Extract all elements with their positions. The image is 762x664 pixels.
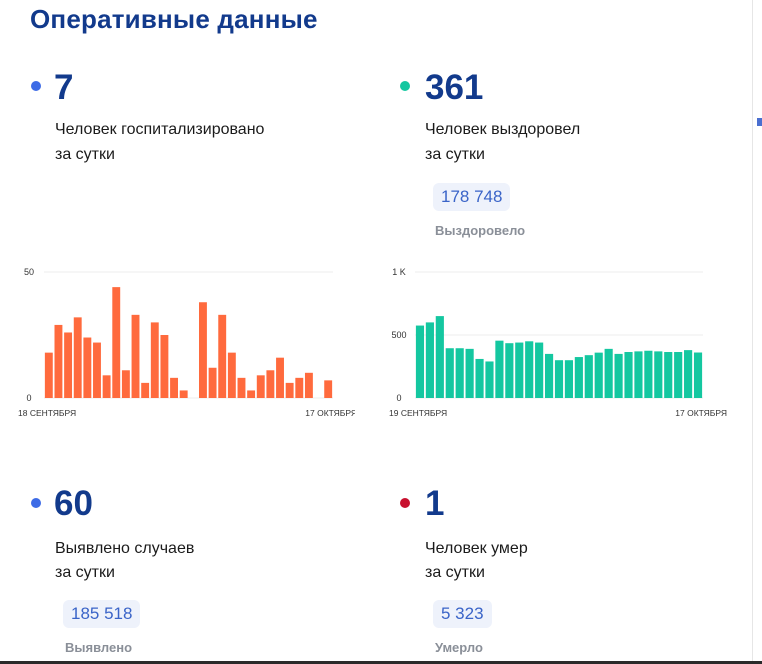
recov-chart-bar[interactable] (435, 316, 444, 398)
deaths-dot (400, 498, 410, 508)
hospitalized-label-line2: за сутки (55, 146, 115, 163)
recov-chart-bar[interactable] (554, 360, 564, 398)
deaths-total-label: Умерло (435, 640, 483, 655)
hosp-chart-bar[interactable] (44, 352, 53, 398)
recov-chart-bar[interactable] (684, 350, 693, 398)
recov-chart-bar[interactable] (525, 341, 534, 398)
recovered-label-line2: за сутки (425, 146, 485, 163)
hosp-chart-bar[interactable] (276, 357, 284, 398)
recov-chart-bar[interactable] (693, 352, 703, 398)
recov-chart-bar[interactable] (425, 322, 434, 398)
recov-chart-bar[interactable] (604, 348, 613, 398)
recov-chart-bar[interactable] (564, 360, 574, 398)
hosp-chart-bar[interactable] (170, 377, 178, 398)
recov-chart-bar[interactable] (455, 348, 464, 398)
recov-chart-bar[interactable] (614, 353, 623, 398)
cases-total-badge: 185 518 (63, 600, 141, 628)
recov-chart-ytick-label: 500 (391, 330, 406, 340)
recov-chart-bar[interactable] (485, 361, 494, 398)
hosp-chart-bar[interactable] (324, 380, 333, 398)
recov-chart-bar[interactable] (574, 357, 583, 398)
recovered-total-label: Выздоровело (435, 223, 526, 238)
hosp-chart-x-start-label: 18 СЕНТЯБРЯ (18, 408, 76, 418)
page-title: Оперативные данные (30, 4, 318, 34)
recovered-total-badge: 178 748 (433, 183, 511, 211)
recov-chart-x-end-label: 17 ОКТЯБРЯ (675, 408, 727, 418)
cases-value: 60 (54, 484, 93, 523)
hospitalized-value: 7 (54, 68, 74, 107)
hospitalized-label-line1: Человек госпитализировано (55, 121, 265, 138)
hosp-chart-bar[interactable] (73, 317, 82, 398)
hosp-chart-bar[interactable] (141, 382, 150, 398)
hosp-chart-bar[interactable] (237, 377, 246, 398)
recov-chart-bar[interactable] (415, 325, 425, 398)
deaths-total-badge: 5 323 (433, 600, 492, 628)
hosp-chart-bar[interactable] (247, 390, 256, 398)
recov-chart-bar[interactable] (634, 351, 643, 398)
hosp-chart-bar[interactable] (121, 370, 130, 398)
deaths-label-line2: за сутки (425, 564, 485, 581)
recov-chart-bar[interactable] (445, 348, 454, 398)
hosp-chart-bar[interactable] (304, 372, 313, 398)
recov-chart-bar[interactable] (624, 352, 633, 398)
recov-chart-ytick-label: 1 K (392, 267, 406, 277)
recov-chart-bar[interactable] (495, 340, 504, 398)
hosp-chart-bar[interactable] (295, 377, 304, 398)
scroll-marker (757, 118, 762, 126)
hosp-chart-bar[interactable] (102, 375, 111, 398)
hosp-chart-bar[interactable] (266, 370, 275, 398)
hosp-chart-bar[interactable] (256, 375, 265, 398)
hosp-chart-bar[interactable] (64, 332, 73, 398)
recov-chart-bar[interactable] (465, 348, 474, 398)
cases-dot (31, 498, 41, 508)
hosp-chart-bar[interactable] (285, 382, 294, 398)
recov-chart-bar[interactable] (475, 358, 484, 398)
cases-total-label: Выявлено (65, 640, 133, 655)
recov-chart-bar[interactable] (505, 343, 514, 398)
recovered-chart: 0 500 1 K 19 СЕНТЯБРЯ 17 ОКТЯБРЯ (389, 267, 727, 418)
recovered-value: 361 (425, 68, 484, 107)
recov-chart-bar[interactable] (654, 351, 663, 398)
hosp-chart-bar[interactable] (54, 324, 63, 398)
recov-chart-bar[interactable] (664, 352, 673, 398)
recov-chart-bar[interactable] (644, 350, 653, 398)
recovered-label-line1: Человек выздоровел (425, 121, 581, 138)
hosp-chart-bar[interactable] (227, 352, 236, 398)
hosp-chart-bar[interactable] (160, 335, 169, 398)
hosp-chart-bar[interactable] (93, 342, 101, 398)
recov-chart-bar[interactable] (515, 342, 524, 398)
cases-label-line1: Выявлено случаев (55, 540, 195, 557)
recov-chart-bar[interactable] (584, 355, 593, 398)
hosp-chart-ytick-label: 50 (24, 267, 34, 277)
right-edge-divider (752, 0, 753, 664)
hospitalized-dot (31, 81, 41, 91)
hosp-chart-bar[interactable] (112, 287, 121, 398)
bottom-edge-bar (0, 661, 762, 664)
hosp-chart-bar[interactable] (199, 302, 207, 398)
recov-chart-bar[interactable] (544, 353, 554, 398)
hosp-chart-x-end-label: 17 ОКТЯБРЯ (305, 408, 355, 418)
hosp-chart-bar[interactable] (218, 314, 227, 398)
hosp-chart-bar[interactable] (131, 314, 140, 398)
hosp-chart-ytick-label: 0 (26, 393, 31, 403)
hosp-chart-bar[interactable] (179, 390, 188, 398)
hospitalized-chart: 0 50 18 СЕНТЯБРЯ 17 ОКТЯБРЯ (18, 267, 355, 418)
cases-label-line2: за сутки (55, 564, 115, 581)
recov-chart-bar[interactable] (535, 342, 544, 398)
deaths-label-line1: Человек умер (425, 540, 528, 557)
recov-chart-x-start-label: 19 СЕНТЯБРЯ (389, 408, 447, 418)
hosp-chart-bar[interactable] (150, 322, 159, 398)
recovered-dot (400, 81, 410, 91)
deaths-value: 1 (425, 484, 445, 523)
recov-chart-bar[interactable] (594, 352, 603, 398)
hosp-chart-bar[interactable] (208, 367, 217, 398)
hosp-chart-bar[interactable] (83, 337, 92, 398)
recov-chart-bar[interactable] (674, 352, 683, 398)
recov-chart-ytick-label: 0 (396, 393, 401, 403)
